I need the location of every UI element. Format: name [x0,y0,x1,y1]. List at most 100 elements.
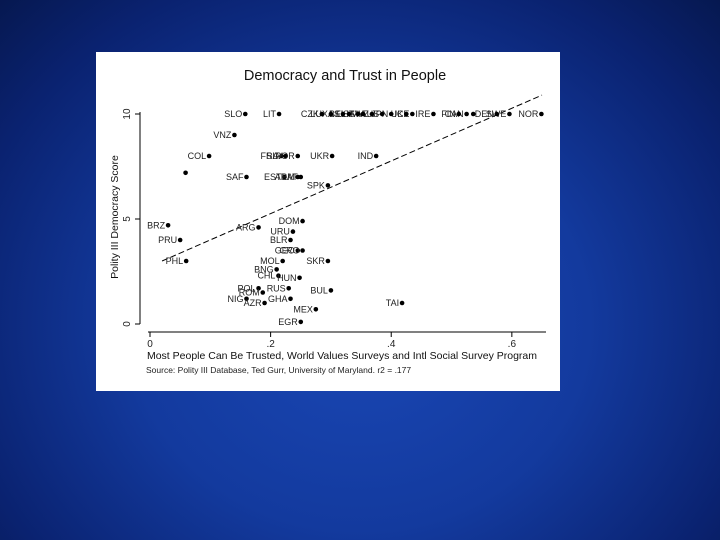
source-note: Source: Polity III Database, Ted Gurr, U… [146,365,411,375]
point-label: LUX [310,109,328,119]
data-point [360,111,366,117]
point-label: SKR [306,256,325,266]
data-point [328,288,334,293]
x-axis-label: Most People Can Be Trusted, World Values… [147,350,537,362]
x-tick-label: .2 [266,339,275,350]
data-point [280,258,285,264]
point-label: SLO [224,109,242,119]
data-point [494,111,500,117]
point-label: CHL [257,271,275,281]
point-label: AS [328,109,340,119]
point-label: FIN [441,109,456,119]
point-label: ICE [394,109,409,119]
point-label: SAF [226,172,244,182]
y-ticks: 0 5 10 [122,108,140,327]
point-label: HUN [277,273,297,283]
point-label: LAT [282,172,298,182]
data-point [319,111,325,117]
data-point [256,286,261,291]
data-point [313,307,319,312]
data-point [286,286,292,291]
data-point [539,111,544,117]
data-point [388,111,394,117]
y-tick-label: 10 [122,108,133,120]
point-label: PRU [158,235,177,245]
data-point [369,111,375,117]
data-points: NORSWEDENCANFINIREICEUKJPNAUSSWZITAUSABE… [147,109,544,327]
data-point [279,153,284,159]
data-point [297,275,302,281]
point-label: TAI [386,298,399,308]
point-label: MEX [293,304,313,314]
data-point [295,174,301,180]
data-point [340,111,346,117]
point-label: NOR [518,109,539,119]
point-label: ARM [275,172,295,182]
x-tick-label: .6 [508,339,517,350]
data-point [300,248,305,253]
data-point [244,174,249,180]
chart-title: Democracy and Trust in People [244,68,446,84]
y-tick-label: 0 [122,321,133,327]
point-label: USA [337,109,356,119]
point-label: BUL [310,285,328,295]
data-point [290,229,296,234]
data-point [456,111,462,117]
data-point [379,111,385,117]
data-point [177,237,183,243]
data-point [355,111,361,117]
data-point [262,300,267,306]
scatter-chart: Democracy and Trust in People 0 .2 .4 .6 0 5… [109,68,546,375]
point-label: POL [238,283,256,293]
point-label: VNZ [213,130,232,140]
data-point [404,111,409,117]
regression-line [161,94,543,262]
point-label: COL [188,151,207,161]
point-label: MOL [260,256,280,266]
point-label: ARG [236,222,256,232]
point-label: BRZ [147,220,166,230]
point-label: URU [270,227,290,237]
point-label: FRA [260,151,278,161]
data-point [244,296,249,302]
point-label: POR [275,151,295,161]
x-tick-label: 0 [147,339,153,350]
data-point [242,111,248,117]
point-label: GEO [275,246,295,256]
data-point [325,183,331,188]
data-point [165,223,171,228]
data-point [470,111,476,117]
data-point [288,237,293,243]
data-point [274,267,279,272]
data-point [295,153,301,159]
point-label: LIT [263,109,277,119]
point-label: SPK [307,180,325,190]
point-label: PHL [166,256,184,266]
point-label: ROM [239,288,260,298]
data-point [288,296,293,302]
data-point [276,273,281,278]
point-label: BEL [329,109,346,119]
point-label: IND [358,151,374,161]
data-point [464,111,469,117]
data-point [373,153,379,159]
data-point [183,258,189,264]
point-label: CRO [280,246,300,256]
point-label: RUS [267,283,286,293]
point-label: JPN [371,109,388,119]
data-point [399,300,405,306]
data-point [346,111,352,117]
chart-panel: Democracy and Trust in People 0 .2 .4 .6 0 5… [96,52,560,391]
data-point [328,111,334,117]
data-point [431,111,436,117]
data-point [410,111,415,117]
x-tick-label: .4 [387,339,396,350]
y-axis-label: Polity III Democracy Score [109,155,121,279]
point-label: CAN [445,109,464,119]
point-label: DEN [475,109,494,119]
data-point [507,111,512,117]
data-point [300,218,305,224]
point-label: UKR [310,151,330,161]
point-label: EST [264,172,282,182]
